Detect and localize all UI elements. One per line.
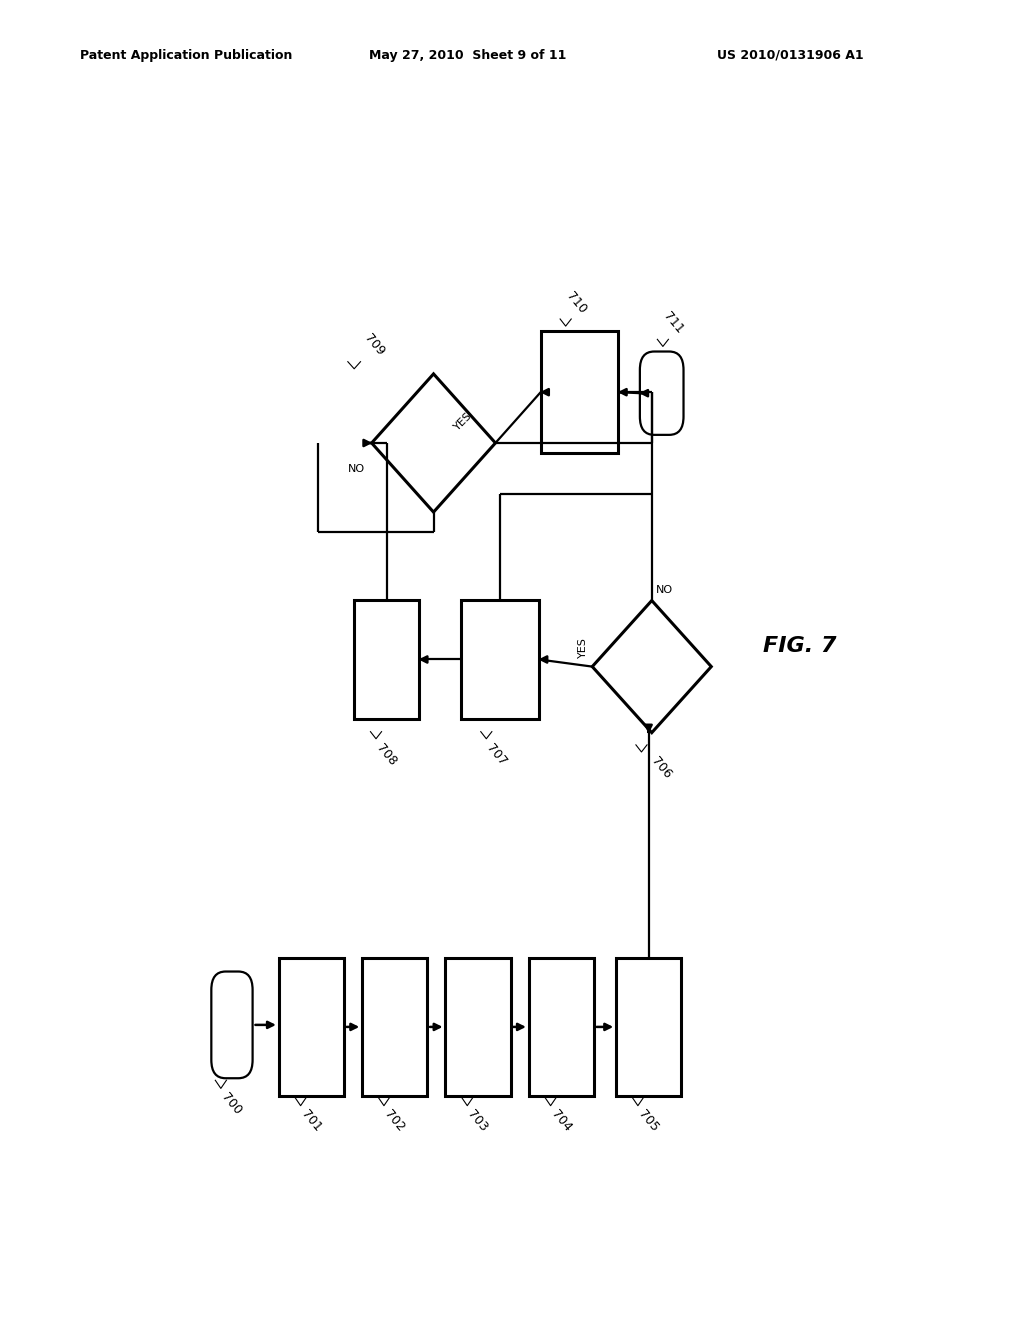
FancyBboxPatch shape [528, 958, 594, 1096]
Text: 708: 708 [374, 742, 399, 768]
Text: YES: YES [453, 411, 474, 433]
Text: 711: 711 [660, 310, 686, 337]
FancyBboxPatch shape [211, 972, 253, 1078]
Text: 707: 707 [484, 742, 509, 768]
Text: Patent Application Publication: Patent Application Publication [80, 49, 292, 62]
FancyBboxPatch shape [640, 351, 684, 434]
FancyBboxPatch shape [461, 599, 539, 719]
Text: FIG. 7: FIG. 7 [763, 636, 837, 656]
Text: YES: YES [579, 638, 588, 659]
FancyBboxPatch shape [445, 958, 511, 1096]
Text: 701: 701 [298, 1107, 324, 1134]
Text: NO: NO [655, 586, 673, 595]
Text: 705: 705 [636, 1107, 660, 1134]
Text: 700: 700 [218, 1090, 244, 1117]
Text: NO: NO [348, 463, 366, 474]
Text: 706: 706 [648, 755, 674, 781]
Text: 709: 709 [362, 333, 387, 359]
Text: May 27, 2010  Sheet 9 of 11: May 27, 2010 Sheet 9 of 11 [369, 49, 566, 62]
FancyBboxPatch shape [279, 958, 344, 1096]
FancyBboxPatch shape [616, 958, 681, 1096]
FancyBboxPatch shape [362, 958, 427, 1096]
Text: 710: 710 [563, 289, 589, 315]
Text: US 2010/0131906 A1: US 2010/0131906 A1 [717, 49, 863, 62]
Polygon shape [372, 374, 496, 512]
FancyBboxPatch shape [541, 331, 618, 453]
Text: 704: 704 [548, 1107, 573, 1134]
Text: 702: 702 [382, 1107, 407, 1134]
Polygon shape [592, 601, 712, 733]
Text: 703: 703 [465, 1107, 490, 1134]
FancyBboxPatch shape [354, 599, 419, 719]
